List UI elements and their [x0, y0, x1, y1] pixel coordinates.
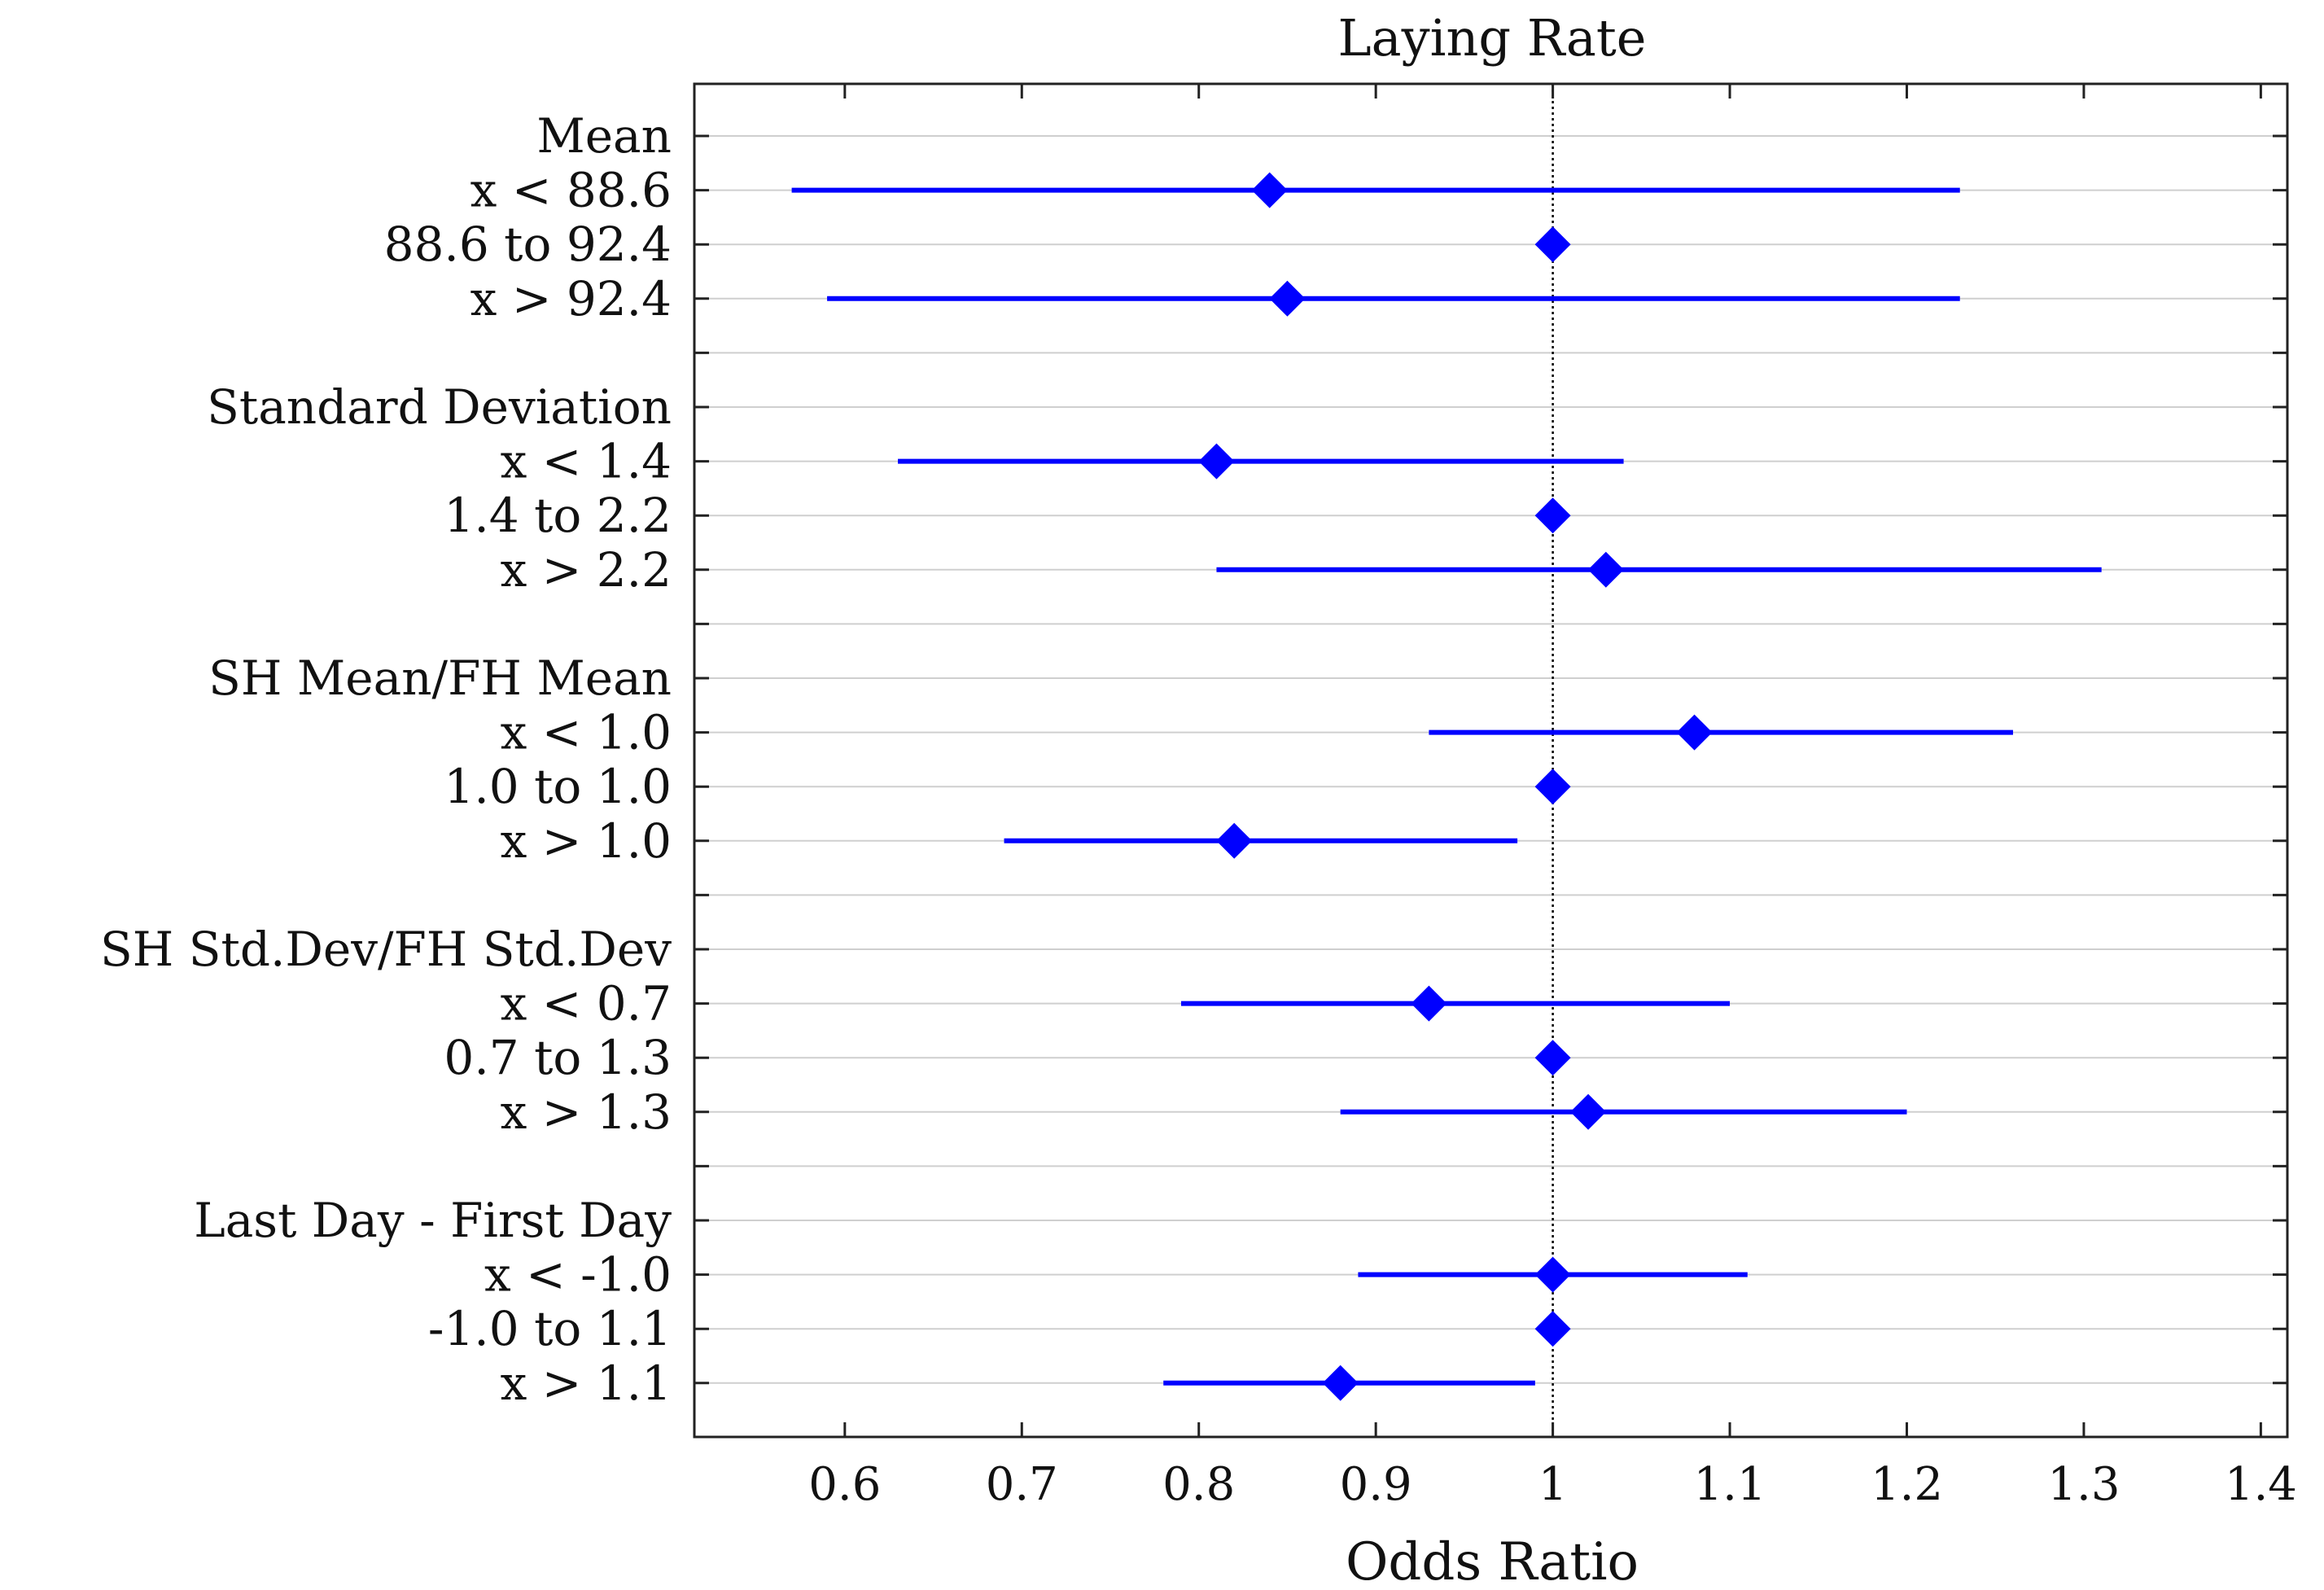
odds-ratio-marker: [1534, 1311, 1571, 1347]
odds-ratio-marker: [1534, 226, 1571, 263]
odds-ratio-marker: [1411, 985, 1447, 1022]
y-ticks: [694, 134, 2287, 1385]
x-tick-label: 1.3: [2047, 1458, 2120, 1511]
odds-ratio-marker: [1322, 1364, 1359, 1401]
category-label: 1.4 to 2.2: [444, 488, 672, 543]
x-tick-label: 0.6: [808, 1458, 881, 1511]
x-tick-label: 1.1: [1694, 1458, 1766, 1511]
group-header-label: Mean: [536, 108, 672, 164]
odds-ratio-marker: [1570, 1093, 1607, 1130]
odds-ratio-marker: [1216, 822, 1253, 859]
plot-frame: [693, 82, 2289, 1439]
category-label: x > 1.0: [501, 813, 672, 869]
category-label: 88.6 to 92.4: [384, 217, 672, 272]
category-label: 0.7 to 1.3: [444, 1030, 672, 1085]
category-label: x < 1.4: [501, 434, 672, 489]
odds-ratio-marker: [1534, 1040, 1571, 1076]
odds-ratio-markers: [1198, 172, 1713, 1401]
x-tick-labels: 0.6 0.7 0.8 0.9 1 1.1 1.2 1.3 1.4: [808, 1458, 2297, 1511]
category-label: x < 0.7: [501, 976, 672, 1032]
odds-ratio-marker: [1198, 443, 1235, 480]
odds-ratio-marker: [1251, 172, 1288, 208]
gridlines: [694, 135, 2287, 1384]
group-header-label: SH Std.Dev/FH Std.Dev: [100, 922, 672, 977]
category-label: x > 92.4: [470, 271, 672, 326]
category-label: x < 88.6: [470, 163, 672, 218]
odds-ratio-marker: [1676, 714, 1713, 751]
odds-ratio-marker: [1269, 280, 1306, 317]
x-tick-label: 0.8: [1162, 1458, 1235, 1511]
chart-title: Laying Rate: [1338, 8, 1647, 68]
category-label: x > 1.1: [501, 1356, 672, 1411]
x-tick-label: 1.4: [2225, 1458, 2297, 1511]
category-label: x < 1.0: [501, 705, 672, 760]
x-tick-label: 1: [1538, 1458, 1568, 1511]
x-tick-label: 0.7: [986, 1458, 1058, 1511]
group-header-label: Standard Deviation: [207, 379, 672, 435]
group-header-label: Last Day - First Day: [194, 1193, 672, 1248]
confidence-intervals: [791, 187, 2102, 1386]
category-label: 1.0 to 1.0: [444, 759, 672, 814]
category-label: x < -1.0: [484, 1247, 672, 1303]
x-ticks: [843, 84, 2262, 1437]
category-label: x > 2.2: [501, 542, 672, 598]
x-axis-label: Odds Ratio: [1346, 1532, 1639, 1590]
x-tick-label: 0.9: [1340, 1458, 1412, 1511]
x-tick-label: 1.2: [1871, 1458, 1943, 1511]
odds-ratio-marker: [1534, 1256, 1571, 1293]
category-label: x > 1.3: [501, 1084, 672, 1140]
odds-ratio-marker: [1534, 769, 1571, 805]
category-label: -1.0 to 1.1: [428, 1301, 672, 1356]
group-header-label: SH Mean/FH Mean: [208, 650, 672, 706]
odds-ratio-marker: [1587, 551, 1624, 588]
odds-ratio-marker: [1534, 497, 1571, 534]
